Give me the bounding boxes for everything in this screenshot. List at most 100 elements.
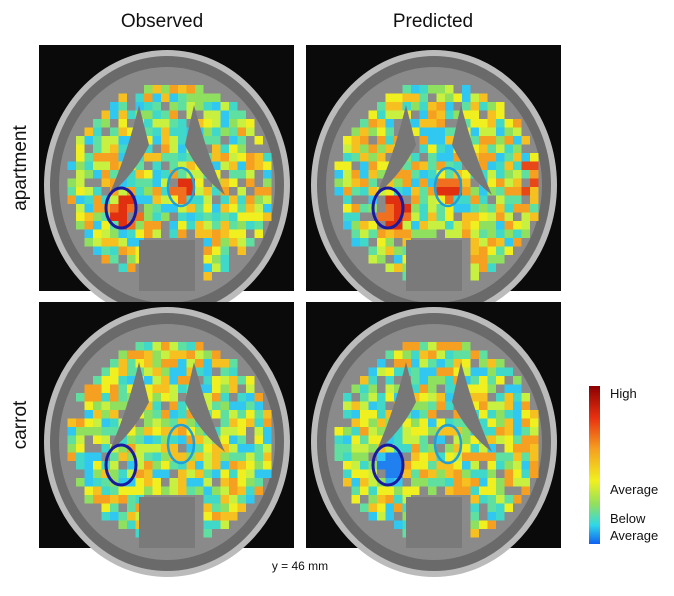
activation-cell: [530, 204, 539, 213]
activation-cell: [411, 102, 420, 111]
activation-cell: [377, 512, 386, 521]
activation-cell: [462, 204, 471, 213]
activation-cell: [479, 238, 488, 247]
activation-cell: [195, 102, 204, 111]
activation-cell: [229, 435, 238, 444]
activation-cell: [419, 376, 428, 385]
activation-cell: [445, 461, 454, 470]
activation-cell: [504, 246, 513, 255]
ventricle: [109, 362, 149, 452]
activation-cell: [360, 161, 369, 170]
activation-cell: [237, 229, 246, 238]
activation-cell: [385, 512, 394, 521]
activation-cell: [67, 444, 76, 453]
activation-cell: [161, 136, 170, 145]
column-title: Predicted: [393, 11, 473, 32]
activation-cell: [419, 127, 428, 136]
activation-cell: [436, 119, 445, 128]
activation-cell: [521, 229, 530, 238]
activation-cell: [93, 478, 102, 487]
activation-cell: [479, 102, 488, 111]
activation-cell: [67, 435, 76, 444]
activation-cell: [93, 229, 102, 238]
activation-cell: [445, 161, 454, 170]
roi-dark: [371, 186, 405, 230]
activation-cell: [152, 153, 161, 162]
activation-cell: [84, 469, 93, 478]
brain-panel: [39, 45, 294, 320]
activation-cell: [470, 195, 479, 204]
activation-cell: [237, 153, 246, 162]
activation-cell: [402, 102, 411, 111]
activation-cell: [152, 187, 161, 196]
activation-cell: [84, 212, 93, 221]
activation-cell: [93, 246, 102, 255]
activation-cell: [504, 221, 513, 230]
activation-cell: [246, 384, 255, 393]
activation-cell: [161, 153, 170, 162]
activation-cell: [254, 401, 263, 410]
activation-cell: [394, 255, 403, 264]
activation-cell: [237, 238, 246, 247]
activation-cell: [479, 255, 488, 264]
activation-cell: [521, 486, 530, 495]
activation-cell: [152, 427, 161, 436]
activation-cell: [504, 393, 513, 402]
activation-cell: [487, 512, 496, 521]
activation-cell: [212, 187, 221, 196]
activation-cell: [178, 376, 187, 385]
activation-cell: [152, 342, 161, 351]
activation-cell: [118, 144, 127, 153]
activation-cell: [496, 229, 505, 238]
activation-cell: [144, 486, 153, 495]
activation-cell: [246, 418, 255, 427]
activation-cell: [419, 452, 428, 461]
activation-cell: [351, 418, 360, 427]
activation-cell: [246, 161, 255, 170]
activation-cell: [402, 229, 411, 238]
activation-cell: [237, 393, 246, 402]
activation-cell: [220, 452, 229, 461]
activation-cell: [135, 342, 144, 351]
activation-cell: [487, 486, 496, 495]
activation-cell: [161, 444, 170, 453]
activation-cell: [385, 93, 394, 102]
activation-cell: [351, 401, 360, 410]
activation-cell: [246, 461, 255, 470]
ventricle: [452, 105, 492, 195]
activation-cell: [479, 486, 488, 495]
activation-cell: [402, 93, 411, 102]
activation-cell: [487, 204, 496, 213]
activation-cell: [118, 452, 127, 461]
activation-cell: [203, 478, 212, 487]
activation-cell: [496, 161, 505, 170]
activation-cell: [144, 350, 153, 359]
activation-cell: [101, 367, 110, 376]
activation-cell: [229, 461, 238, 470]
activation-cell: [411, 221, 420, 230]
activation-cell: [368, 376, 377, 385]
activation-cell: [203, 393, 212, 402]
activation-cell: [428, 427, 437, 436]
activation-cell: [246, 238, 255, 247]
activation-cell: [135, 435, 144, 444]
activation-cell: [496, 393, 505, 402]
activation-cell: [254, 418, 263, 427]
activation-cell: [351, 153, 360, 162]
activation-cell: [135, 178, 144, 187]
activation-cell: [84, 401, 93, 410]
activation-cell: [521, 478, 530, 487]
activation-cell: [161, 170, 170, 179]
activation-cell: [351, 229, 360, 238]
activation-cell: [377, 486, 386, 495]
activation-cell: [504, 418, 513, 427]
activation-cell: [93, 221, 102, 230]
activation-cell: [203, 469, 212, 478]
activation-cell: [254, 229, 263, 238]
activation-cell: [360, 469, 369, 478]
activation-cell: [479, 384, 488, 393]
activation-cell: [254, 461, 263, 470]
activation-cell: [487, 212, 496, 221]
activation-cell: [470, 246, 479, 255]
activation-cell: [110, 503, 119, 512]
